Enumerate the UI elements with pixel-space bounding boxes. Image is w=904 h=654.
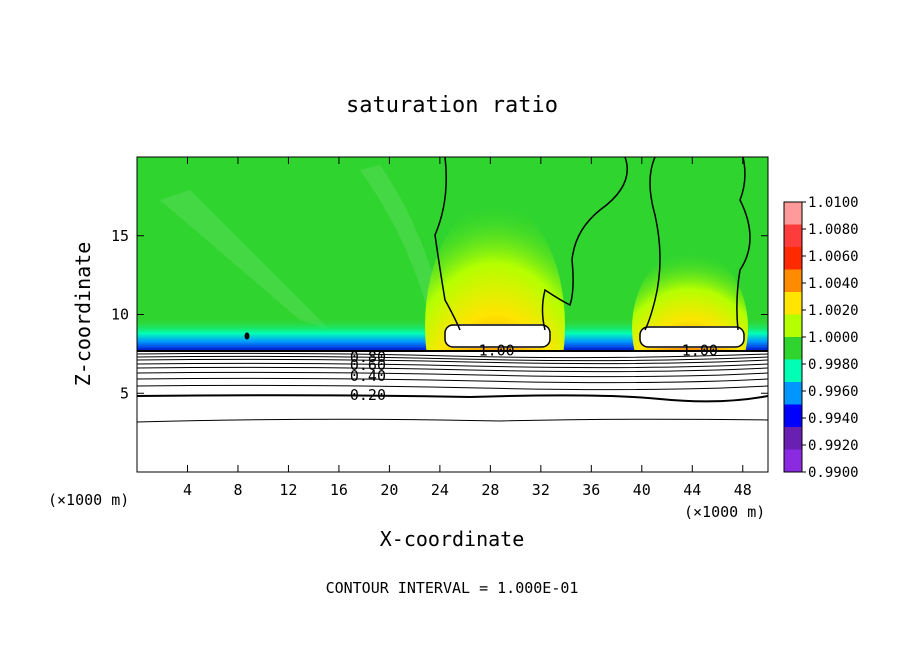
colorbar-swatch <box>784 247 802 270</box>
colorbar-swatch <box>784 314 802 338</box>
colorbar-swatch <box>784 404 802 428</box>
x-axis-ticks: 4 8 12 16 20 24 28 32 36 40 44 48 <box>183 157 752 499</box>
contour-label: 0.40 <box>350 367 386 385</box>
colorbar-swatch <box>784 359 802 383</box>
colorbar-label: 0.9940 <box>808 411 859 427</box>
colorbar-swatch <box>784 292 802 315</box>
contour-labels: 0.800.600.400.20 1.00 1.00 <box>350 342 718 404</box>
x-tick-label: 8 <box>233 481 242 499</box>
y-axis-label: Z-coordinate <box>71 242 95 387</box>
colorbar-swatch <box>784 382 802 405</box>
colorbar-label: 1.0020 <box>808 303 859 319</box>
x-tick-label: 40 <box>633 481 651 499</box>
x-tick-label: 16 <box>330 481 348 499</box>
colorbar: 1.0100 1.0080 1.0060 1.0040 1.0020 1.0000 0.99… <box>783 195 859 481</box>
colorbar-label: 0.9960 <box>808 384 859 400</box>
colorbar-swatch <box>784 337 802 360</box>
colorbar-label: 1.0100 <box>808 195 859 211</box>
contour-interval-note: CONTOUR INTERVAL = 1.000E-01 <box>326 579 579 597</box>
contour-lines <box>137 157 768 423</box>
y-tick-label: 15 <box>111 227 129 245</box>
contour-label: 0.80 <box>350 348 386 366</box>
x-unit-left: (×1000 m) <box>48 491 129 509</box>
colorbar-swatch <box>784 202 802 225</box>
y-axis-ticks: 5 10 15 <box>111 227 768 402</box>
colorbar-label: 1.0080 <box>808 222 859 238</box>
contour-label: 0.60 <box>350 356 386 374</box>
colorbar-label: 1.0040 <box>808 276 859 292</box>
contour-label: 1.00 <box>479 342 515 360</box>
colorbar-swatch <box>784 449 802 473</box>
heatmap-field <box>137 157 768 472</box>
x-tick-label: 12 <box>279 481 297 499</box>
contour-label: 1.00 <box>682 342 718 360</box>
colorbar-swatch <box>784 224 802 248</box>
colorbar-label: 1.0000 <box>808 330 859 346</box>
y-tick-label: 10 <box>111 306 129 324</box>
x-tick-label: 32 <box>532 481 550 499</box>
x-tick-label: 4 <box>183 481 192 499</box>
colorbar-label: 0.9900 <box>808 465 859 481</box>
x-tick-label: 36 <box>582 481 600 499</box>
contour-label: 0.20 <box>350 386 386 404</box>
colorbar-swatch <box>784 427 802 450</box>
colorbar-label: 1.0060 <box>808 249 859 265</box>
x-tick-label: 24 <box>431 481 449 499</box>
colorbar-label: 0.9980 <box>808 357 859 373</box>
x-tick-label: 44 <box>683 481 701 499</box>
x-axis-label: X-coordinate <box>380 527 525 551</box>
x-tick-label: 48 <box>734 481 752 499</box>
colorbar-swatch <box>784 269 802 293</box>
x-tick-label: 20 <box>380 481 398 499</box>
colorbar-label: 0.9920 <box>808 438 859 454</box>
chart-title: saturation ratio <box>346 93 558 118</box>
y-tick-label: 5 <box>120 384 129 402</box>
x-unit-right: (×1000 m) <box>684 503 765 521</box>
x-tick-label: 28 <box>481 481 499 499</box>
